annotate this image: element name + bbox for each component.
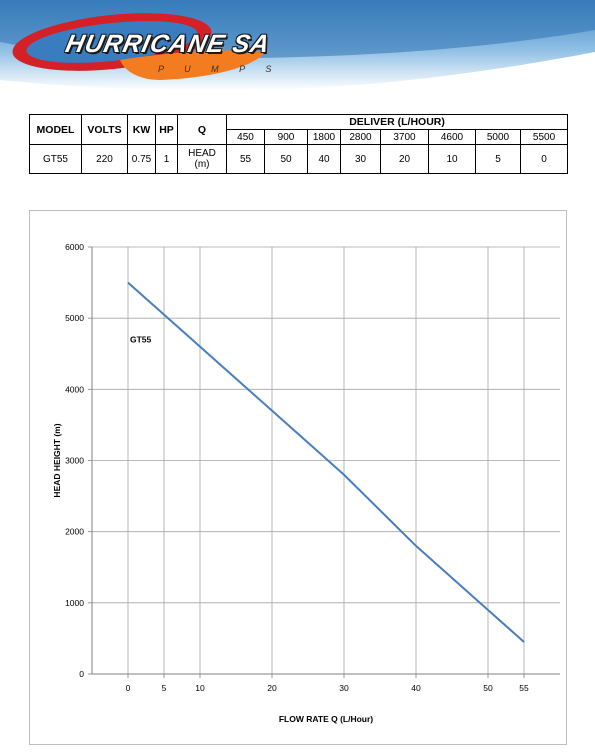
y-tick-label: 0 [79, 669, 84, 679]
head-value: 10 [428, 144, 476, 174]
flow-value: 2800 [340, 129, 381, 145]
chart-frame: 0 1000 2000 3000 4000 5000 6000 0 5 10 20 30 40 50 55 … [29, 210, 567, 745]
q-line2: (m) [194, 159, 210, 170]
head-value: 40 [307, 144, 341, 174]
y-tick-label: 1000 [65, 598, 84, 608]
x-axis-title: FLOW RATE Q (L/Hour) [279, 714, 373, 724]
header-kw: KW [127, 114, 156, 145]
spec-table: MODEL VOLTS KW HP Q DELIVER (L/HOUR) 450… [29, 114, 569, 174]
head-value: 0 [519, 144, 569, 174]
y-tick-label: 3000 [65, 456, 84, 466]
flow-value: 3700 [380, 129, 429, 145]
flow-value: 450 [226, 129, 265, 145]
flow-value: 5000 [475, 129, 521, 145]
series-line-gt55 [127, 281, 525, 643]
x-tick-label: 10 [195, 683, 205, 693]
q-line1: HEAD [188, 148, 216, 159]
head-value: 30 [340, 144, 381, 174]
header-model: MODEL [29, 114, 82, 145]
volts-cell: 220 [81, 144, 128, 174]
brand-logo-text: HURRICANE SA [63, 30, 273, 58]
y-axis-title: HEAD HEIGHT (m) [52, 423, 62, 497]
head-value: 50 [264, 144, 308, 174]
y-tick-label: 2000 [65, 527, 84, 537]
header-q: Q [177, 114, 227, 145]
x-tick-label: 30 [339, 683, 349, 693]
header-hp: HP [155, 114, 178, 145]
series-annotation: GT55 [130, 335, 152, 345]
hp-cell: 1 [155, 144, 178, 174]
kw-cell: 0.75 [127, 144, 156, 174]
x-tick-label: 5 [162, 683, 167, 693]
header-banner [0, 0, 595, 91]
head-value: 5 [475, 144, 521, 174]
y-tick-label: 6000 [65, 242, 84, 252]
head-value: 20 [380, 144, 429, 174]
x-tick-label: 40 [411, 683, 421, 693]
x-tick-label: 50 [483, 683, 493, 693]
x-tick-label: 55 [519, 683, 529, 693]
q-cell: HEAD (m) [177, 144, 227, 174]
flow-value: 5500 [519, 129, 569, 145]
brand-logo-subtext: P U M P S [158, 64, 281, 74]
y-tick-label: 4000 [65, 384, 84, 394]
flow-value: 1800 [307, 129, 341, 145]
header-volts: VOLTS [81, 114, 128, 145]
table-row: GT55 220 0.75 1 HEAD (m) 55 50 40 30 20 1… [29, 144, 569, 174]
y-tick-label: 5000 [65, 313, 84, 323]
head-value: 55 [226, 144, 265, 174]
x-tick-label: 0 [126, 683, 131, 693]
logo-orange-swoosh [120, 50, 265, 80]
model-cell: GT55 [29, 144, 82, 174]
flow-value: 900 [264, 129, 308, 145]
x-tick-label: 20 [267, 683, 277, 693]
header-deliver: DELIVER (L/HOUR) [225, 114, 569, 130]
flow-value: 4600 [428, 129, 476, 145]
